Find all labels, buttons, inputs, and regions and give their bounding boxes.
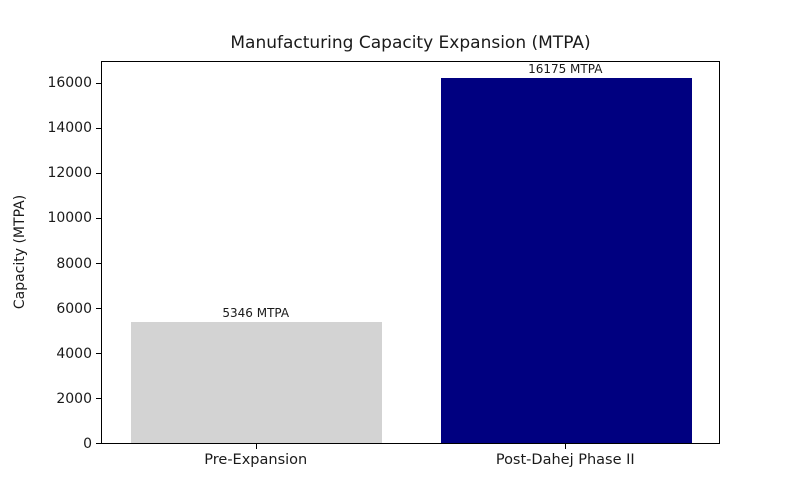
y-tick-mark (96, 263, 101, 265)
bar-post-dahej-phase-ii (441, 78, 692, 443)
y-tick-label: 12000 (47, 165, 92, 181)
bar-value-label: 16175 MTPA (528, 62, 603, 76)
y-tick-label: 0 (83, 436, 92, 452)
y-tick-label: 16000 (47, 75, 92, 91)
x-tick-label: Post-Dahej Phase II (495, 452, 635, 468)
y-tick-label: 4000 (56, 346, 92, 362)
chart-title: Manufacturing Capacity Expansion (MTPA) (230, 33, 591, 53)
y-tick-label: 6000 (56, 301, 92, 317)
y-tick-label: 2000 (56, 391, 92, 407)
y-tick-mark (96, 173, 101, 175)
x-tick-mark (565, 444, 567, 449)
bar-value-label: 5346 MTPA (222, 306, 290, 320)
y-tick-mark (96, 218, 101, 220)
y-tick-mark (96, 398, 101, 400)
y-tick-mark (96, 83, 101, 85)
plot-area (101, 61, 720, 444)
y-tick-label: 8000 (56, 256, 92, 272)
y-axis-label: Capacity (MTPA) (12, 194, 28, 310)
bar-pre-expansion (131, 322, 382, 443)
y-tick-label: 14000 (47, 120, 92, 136)
y-tick-mark (96, 128, 101, 130)
y-tick-mark (96, 443, 101, 445)
y-tick-mark (96, 308, 101, 310)
y-tick-label: 10000 (47, 210, 92, 226)
x-tick-label: Pre-Expansion (204, 452, 308, 468)
y-tick-mark (96, 353, 101, 355)
x-tick-mark (256, 444, 258, 449)
